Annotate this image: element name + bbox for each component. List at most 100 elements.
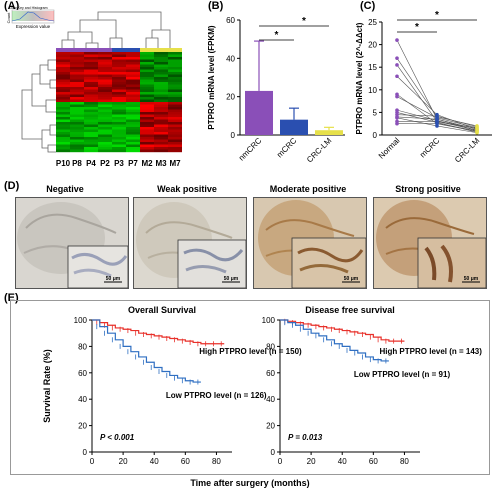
heatmap-cell <box>168 99 182 103</box>
heatmap-cell <box>98 79 112 83</box>
heatmap-cell <box>126 132 140 135</box>
heatmap-cell <box>70 137 84 140</box>
heatmap-cell <box>154 137 168 140</box>
heatmap-cell <box>56 69 70 73</box>
heatmap-cell <box>70 127 84 130</box>
heatmap-cell <box>154 119 168 123</box>
heatmap-cell <box>140 144 154 148</box>
ihc-image-negative: 50 μm <box>15 197 129 289</box>
panel-label-b: (B) <box>208 0 224 12</box>
heatmap-cell <box>84 139 98 143</box>
heatmap-cell <box>112 94 126 98</box>
heatmap-cell <box>98 77 112 80</box>
heatmap-cell <box>98 129 112 133</box>
x-tick-label: 60 <box>369 457 378 466</box>
heatmap-cell <box>70 144 84 148</box>
x-tick-label: 20 <box>119 457 128 466</box>
sig-star: * <box>275 30 279 41</box>
bar-chart-b: 0 20 40 60 PTPRO mRNA level (FPKM) nmCRC mCRC C… <box>207 16 345 165</box>
heatmap-cell <box>112 144 126 148</box>
heatmap-cell <box>70 149 84 153</box>
heatmap-cell <box>168 107 182 110</box>
survival-curve <box>92 319 201 383</box>
heatmap-cell <box>140 114 154 118</box>
ihc-title-weak: Weak positive <box>157 184 217 194</box>
heatmap-cell <box>70 129 84 133</box>
y-tick-label: 0 <box>231 131 236 140</box>
bar-nmcrc <box>245 90 273 135</box>
y-tick-label: 40 <box>266 395 275 404</box>
heatmap-cell <box>56 127 70 130</box>
heatmap-cell <box>98 97 112 100</box>
heatmap-cell <box>154 72 168 75</box>
heatmap-cell <box>154 144 168 148</box>
heatmap-cell <box>154 127 168 130</box>
heatmap-cell <box>56 57 70 60</box>
y-tick-label: 60 <box>226 16 235 25</box>
sample-group-bar <box>56 48 182 52</box>
panel-label-e: (E) <box>4 292 19 304</box>
heatmap-cell <box>112 122 126 125</box>
heatmap-cell <box>126 137 140 140</box>
heatmap-cell <box>56 139 70 143</box>
y-tick-label: 0 <box>373 131 378 140</box>
heatmap-cell <box>168 59 182 63</box>
heatmap-cell <box>154 79 168 83</box>
heatmap-cell <box>70 69 84 73</box>
heatmap-cell <box>126 57 140 60</box>
heatmap-cell <box>140 122 154 125</box>
panel-label-d: (D) <box>4 180 20 192</box>
series-label: Low PTPRO level (n = 91) <box>354 370 451 379</box>
heatmap-cell <box>112 147 126 150</box>
heatmap-cell <box>84 112 98 115</box>
heatmap-cell <box>126 142 140 145</box>
data-point <box>395 56 399 60</box>
color-key-xlabel: Expression value <box>16 24 51 29</box>
heatmap-cell <box>126 89 140 93</box>
heatmap-cell <box>168 97 182 100</box>
heatmap-cell <box>98 114 112 118</box>
heatmap-cell <box>84 132 98 135</box>
heatmap-cell <box>126 119 140 123</box>
heatmap-cell <box>98 134 112 138</box>
y-tick-label: 20 <box>266 422 275 431</box>
data-point <box>395 94 399 99</box>
heatmap-cell <box>112 57 126 60</box>
heatmap-cell <box>112 107 126 110</box>
heatmap-cell <box>168 92 182 95</box>
heatmap-cell <box>70 132 84 135</box>
heatmap-cell <box>126 79 140 83</box>
heatmap-cell <box>84 99 98 103</box>
heatmap-cell <box>98 59 112 63</box>
heatmap-cell <box>112 82 126 85</box>
heatmap-cell <box>98 87 112 90</box>
heatmap-cell <box>84 79 98 83</box>
heatmap-cell <box>168 62 182 65</box>
heatmap-cell <box>154 74 168 78</box>
heatmap-cell <box>84 84 98 88</box>
heatmap-cell <box>98 144 112 148</box>
heatmap-cell <box>84 144 98 148</box>
heatmap-cell <box>154 114 168 118</box>
heatmap-cell <box>56 84 70 88</box>
heatmap-cell <box>112 92 126 95</box>
heatmap-cell <box>84 134 98 138</box>
data-point <box>435 124 439 128</box>
heatmap-cell <box>140 129 154 133</box>
heatmap-cell <box>70 139 84 143</box>
heatmap-cell <box>112 77 126 80</box>
heatmap-cell <box>140 107 154 110</box>
x-tick-label: CRC-LM <box>305 136 334 165</box>
heatmap-cell <box>112 117 126 120</box>
heatmap-cell <box>56 109 70 113</box>
y-axis-label: Survival Rate (%) <box>42 349 52 423</box>
heatmap-cell <box>56 142 70 145</box>
heatmap-cell <box>126 114 140 118</box>
heatmap-cell <box>168 119 182 123</box>
heatmap-matrix <box>56 52 182 153</box>
heatmap-cell <box>84 127 98 130</box>
y-tick-label: 5 <box>373 108 378 117</box>
heatmap-cell <box>98 54 112 58</box>
heatmap-cell <box>56 64 70 68</box>
heatmap-cell <box>56 114 70 118</box>
